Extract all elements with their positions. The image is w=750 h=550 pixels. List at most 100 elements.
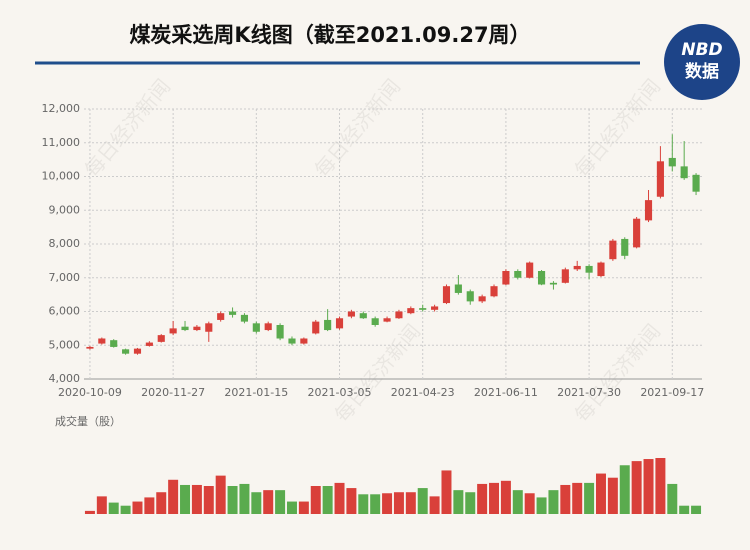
candle-body [537,271,546,285]
candle-body [597,262,605,277]
x-tick-label: 2020-11-27 [141,386,205,399]
volume-bar [132,501,143,514]
volume-bar [560,484,571,514]
volume-bar [203,486,214,514]
volume-bar [607,477,618,514]
candle-body [181,326,189,331]
candle-body [252,323,260,332]
volume-bar [298,501,309,514]
x-tick-label: 2020-10-09 [58,386,122,399]
candle-body [157,335,165,342]
candle-body [573,265,581,270]
volume-bar [631,461,642,514]
volume-bar [370,494,381,514]
candle-body [585,265,593,273]
candle-body [490,286,498,297]
volume-bar [227,486,238,514]
volume-bar [679,505,690,514]
candle-body [300,338,308,344]
volume-bar [144,497,155,514]
candle-body [288,338,296,344]
x-tick-label: 2021-07-30 [557,386,621,399]
volume-bar [322,486,333,514]
volume-bar [275,490,286,514]
volume-bar [108,502,119,514]
candle-body [395,311,403,319]
candle-body [478,296,486,302]
candle-body [240,314,249,322]
volume-bar [84,510,95,514]
candle-body [133,348,142,354]
volume-bar [572,482,583,514]
volume-bar [393,492,404,514]
candle-body [407,308,415,314]
logo-text: 数据 [685,61,719,82]
candle-body [692,174,700,192]
volume-bar [358,494,369,514]
logo [664,24,740,100]
candle-body [205,323,213,332]
volume-bar [168,479,179,514]
candle-body [431,306,439,310]
y-tick-label: 7,000 [49,271,81,284]
candle-body [633,218,641,248]
candle-body [502,271,510,285]
volume-bar [405,492,416,514]
volume-bar [215,475,226,514]
candle-body [312,321,320,334]
volume-bar [120,505,131,514]
candle-body [324,319,332,331]
candle-body [193,326,201,331]
volume-bar [310,486,321,514]
candle-body [419,308,427,310]
candle-body [335,318,344,329]
x-tick-label: 2021-03-05 [308,386,372,399]
volume-bar [500,480,511,514]
candle-body [549,282,558,285]
x-tick-label: 2021-01-15 [224,386,288,399]
candle-body [526,262,534,278]
volume-bar [251,492,262,514]
candle-body [609,240,617,260]
volume-label: 成交量（股） [55,414,121,428]
candle-body [680,166,688,179]
candle-body [122,349,130,354]
candle-body [383,318,391,322]
volume-bar [477,483,488,514]
y-tick-label: 12,000 [42,102,81,115]
volume-bar [548,490,559,514]
candle-body [264,323,272,331]
volume-bar [180,484,191,514]
volume-bar [334,482,345,514]
x-tick-label: 2021-04-23 [391,386,455,399]
x-tick-label: 2021-09-17 [640,386,704,399]
candle-body [514,271,522,278]
volume-bar [619,465,630,514]
volume-bar [417,488,428,514]
volume-bar [191,484,202,514]
volume-bar [655,458,666,514]
volume-bar [595,473,606,514]
volume-bar [382,493,393,514]
volume-bar [691,505,702,514]
candle-body [169,328,177,334]
y-tick-label: 6,000 [49,305,81,318]
volume-bar [263,490,274,514]
volume-bar [96,496,107,514]
candle-body [644,200,653,221]
candle-body [466,291,474,302]
volume-bar [584,482,595,514]
volume-bar [346,488,357,514]
y-tick-label: 8,000 [49,237,81,250]
candle-body [668,157,676,167]
x-tick-label: 2021-06-11 [474,386,538,399]
volume-bar [156,492,167,514]
candle-body [621,238,629,256]
candle-body [145,342,153,346]
candle-body [110,340,118,347]
candle-body [347,311,355,317]
volume-bar [536,497,547,514]
